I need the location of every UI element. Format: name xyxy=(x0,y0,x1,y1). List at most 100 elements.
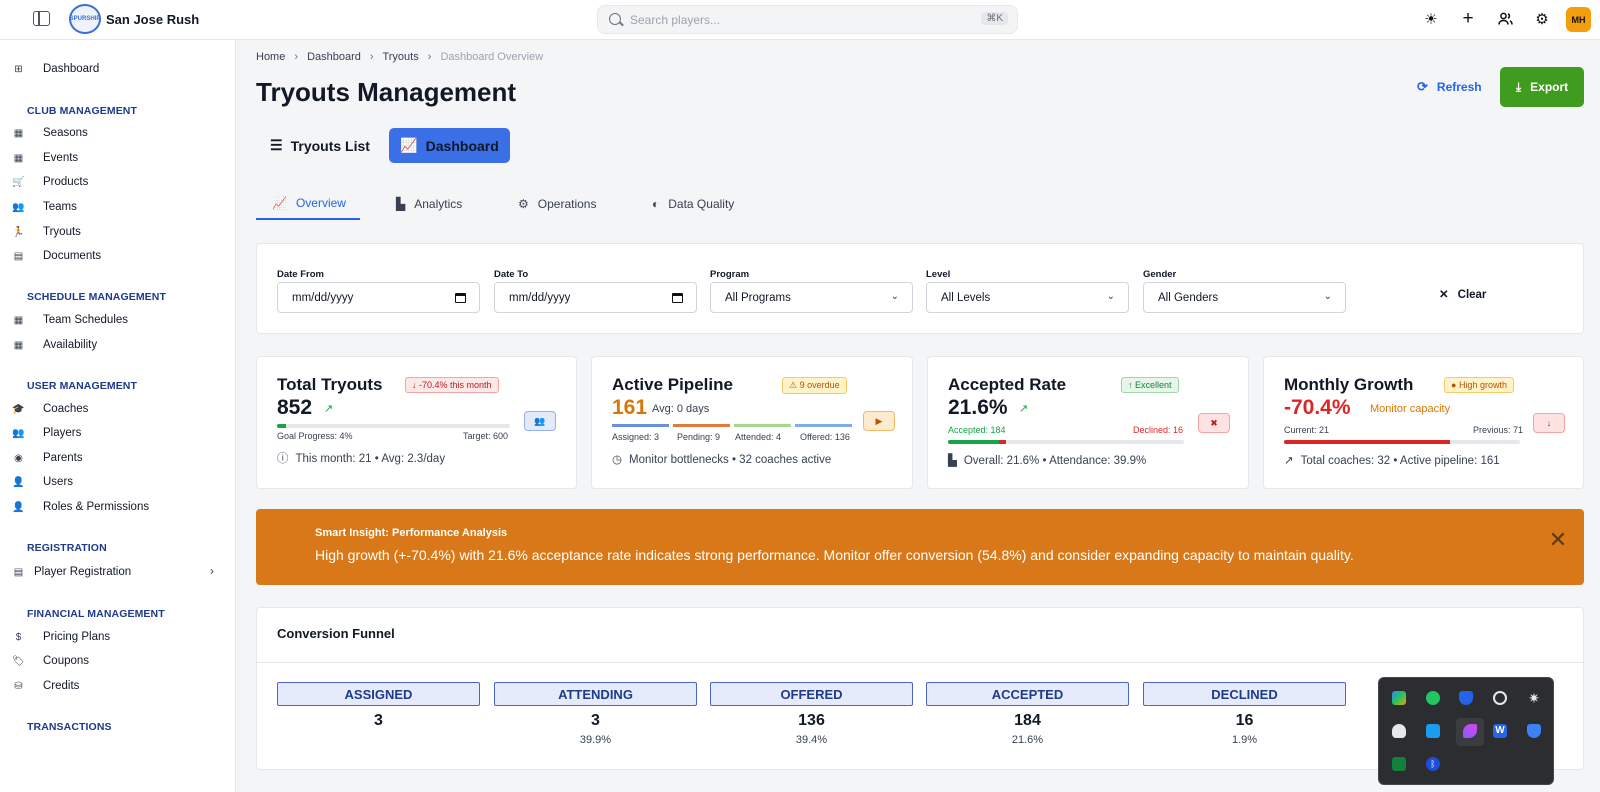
sidebar-item-seasons[interactable]: ▦ Seasons xyxy=(12,123,88,143)
settings-gear-icon[interactable]: ⚙ xyxy=(1535,11,1549,28)
reject-button[interactable]: ✖ xyxy=(1198,413,1230,433)
bar-chart-icon: ▙ xyxy=(948,455,957,467)
tab-label: Dashboard xyxy=(425,137,499,154)
calendar-icon[interactable] xyxy=(455,293,466,303)
program-value: All Programs xyxy=(725,291,791,304)
pipeline-segment-offered xyxy=(795,424,852,427)
sidebar-item-dashboard[interactable]: ⊞ Dashboard xyxy=(12,59,99,79)
refresh-button[interactable]: ⟳ Refresh xyxy=(1417,76,1482,98)
calendar-icon: ▦ xyxy=(13,127,24,139)
calendar-check-icon: ▦ xyxy=(13,339,24,351)
users-icon[interactable] xyxy=(1496,10,1514,28)
sidebar-item-label: Seasons xyxy=(43,127,88,139)
trend-down-button[interactable]: ↓ xyxy=(1533,413,1565,433)
whatsapp-icon[interactable] xyxy=(1426,691,1440,705)
date-from-input[interactable]: mm/dd/yyyy xyxy=(277,282,480,313)
breadcrumb-dashboard[interactable]: Dashboard xyxy=(307,51,361,63)
tag-icon: 🏷 xyxy=(12,655,25,667)
nvidia-icon[interactable] xyxy=(1392,757,1406,771)
sidebar-item-players[interactable]: 👥 Players xyxy=(12,423,81,443)
sidebar-item-teams[interactable]: 👥 Teams xyxy=(12,197,77,217)
status-badge: ↑ Excellent xyxy=(1121,377,1179,393)
stat-card-accepted-rate xyxy=(927,356,1249,489)
declined-count: Declined: 16 xyxy=(1133,425,1184,435)
tab-operations[interactable]: ⚙ Operations xyxy=(518,187,596,220)
sidebar-item-credits[interactable]: ⛁ Credits xyxy=(12,676,79,696)
tab-dashboard[interactable]: 📈 Dashboard xyxy=(389,128,510,163)
sidebar-item-products[interactable]: 🛒 Products xyxy=(12,172,88,192)
sidebar-item-team-schedules[interactable]: ▦ Team Schedules xyxy=(12,310,128,330)
security-warning-icon[interactable] xyxy=(1527,724,1541,738)
pipeline-segment-pending xyxy=(673,424,730,427)
funnel-stage-declined: DECLINED xyxy=(1143,682,1346,706)
calendar-icon[interactable] xyxy=(672,293,683,303)
shield-app-icon[interactable] xyxy=(1459,691,1473,705)
sidebar-item-roles-permissions[interactable]: 👤 Roles & Permissions xyxy=(12,497,149,517)
breadcrumb-home[interactable]: Home xyxy=(256,51,286,63)
edge-app-icon[interactable] xyxy=(1392,691,1406,705)
breadcrumb-tryouts[interactable]: Tryouts xyxy=(382,51,419,63)
view-users-button[interactable]: 👥 xyxy=(524,411,556,431)
sidebar-item-coupons[interactable]: 🏷 Coupons xyxy=(12,651,89,671)
sidebar-item-label: Dashboard xyxy=(43,63,100,75)
sidebar-item-events[interactable]: ▦ Events xyxy=(12,148,78,168)
play-button[interactable]: ▶ xyxy=(863,411,895,431)
date-from-label: Date From xyxy=(277,269,324,280)
tab-analytics[interactable]: ▙ Analytics xyxy=(396,187,462,220)
sidebar-item-users[interactable]: 👤 Users xyxy=(12,472,73,492)
sidebar-item-coaches[interactable]: 🎓 Coaches xyxy=(12,399,88,419)
pipeline-segment-assigned xyxy=(612,424,669,427)
graduation-cap-icon: 🎓 xyxy=(12,403,25,415)
funnel-stage-accepted: ACCEPTED xyxy=(926,682,1129,706)
export-button[interactable]: ⤓ Export xyxy=(1500,67,1584,107)
stat-footer: ↗ Total coaches: 32 • Active pipeline: 16… xyxy=(1284,455,1500,467)
word-app-icon[interactable]: W xyxy=(1493,724,1507,738)
tab-label: Data Quality xyxy=(668,196,735,211)
gender-label: Gender xyxy=(1143,269,1177,280)
brand-name: San Jose Rush xyxy=(106,12,200,27)
sidebar-section-title: CLUB MANAGEMENT xyxy=(27,105,137,117)
warning-icon: ⚠ xyxy=(789,380,800,390)
search-input[interactable] xyxy=(630,6,970,33)
clock-icon: ◷ xyxy=(612,454,623,466)
stat-title: Monthly Growth xyxy=(1284,375,1414,394)
status-badge: ⚠ 9 overdue xyxy=(782,377,847,394)
trend-up-icon: ↗ xyxy=(324,403,334,415)
program-select[interactable]: All Programs ⌄ xyxy=(710,282,913,313)
system-tray-popup: ✷ W ᛒ xyxy=(1378,677,1554,785)
dismiss-insight-button[interactable]: ✕ xyxy=(1546,529,1570,553)
user-avatar[interactable]: MH xyxy=(1566,7,1591,32)
gender-select[interactable]: All Genders ⌄ xyxy=(1143,282,1346,313)
tab-data-quality[interactable]: ◐ Data Quality xyxy=(652,187,734,220)
sidebar-item-tryouts[interactable]: 🏃 Tryouts xyxy=(12,222,81,242)
date-to-input[interactable]: mm/dd/yyyy xyxy=(494,282,697,313)
goal-progress-bar xyxy=(277,424,510,428)
chevron-right-icon[interactable]: › xyxy=(210,564,214,578)
sunburst-app-icon[interactable]: ✷ xyxy=(1528,690,1540,706)
current-count: Current: 21 xyxy=(1284,425,1330,435)
clear-filters-button[interactable]: ✕ Clear xyxy=(1439,287,1486,301)
funnel-value: 3 xyxy=(591,712,600,729)
tab-tryouts-list[interactable]: ☰ Tryouts List xyxy=(258,128,382,163)
feather-app-icon[interactable] xyxy=(1463,724,1477,738)
dollar-icon: $ xyxy=(15,631,22,643)
sidebar-item-parents[interactable]: ◉ Parents xyxy=(12,448,83,468)
tab-overview[interactable]: 📈 Overview xyxy=(256,187,360,220)
bluetooth-icon[interactable]: ᛒ xyxy=(1426,757,1440,771)
stat-card-monthly-growth xyxy=(1263,356,1584,489)
funnel-pct: 21.6% xyxy=(1011,734,1044,746)
search-bar[interactable]: ⌘K xyxy=(597,5,1018,34)
sidebar-item-documents[interactable]: ▤ Documents xyxy=(12,246,101,266)
sidebar-section-title: FINANCIAL MANAGEMENT xyxy=(27,608,165,620)
cup-app-icon[interactable] xyxy=(1392,724,1406,738)
page-title: Tryouts Management xyxy=(256,77,517,107)
sidebar-item-pricing-plans[interactable]: $ Pricing Plans xyxy=(12,627,110,647)
blue-app-icon[interactable] xyxy=(1426,724,1440,738)
sidebar-toggle-icon[interactable] xyxy=(33,11,50,26)
gauge-app-icon[interactable] xyxy=(1493,691,1507,705)
theme-sun-icon[interactable]: ☀ xyxy=(1424,11,1438,28)
sidebar-item-player-registration[interactable]: ▤ Player Registration xyxy=(12,562,131,582)
level-select[interactable]: All Levels ⌄ xyxy=(926,282,1129,313)
sidebar-item-availability[interactable]: ▦ Availability xyxy=(12,335,97,355)
add-icon[interactable]: + xyxy=(1462,8,1474,29)
